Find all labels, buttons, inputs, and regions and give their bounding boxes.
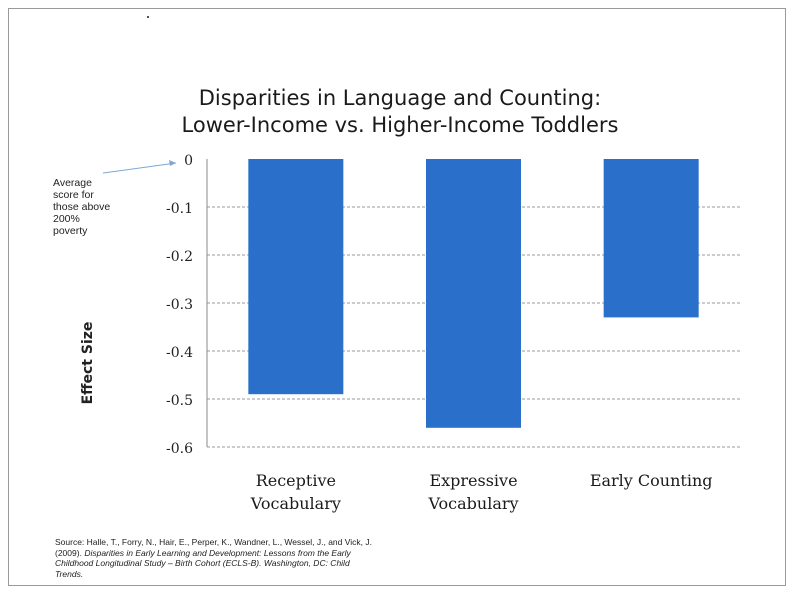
source-line-2-italic: Disparities in Early Learning and Develo… bbox=[84, 547, 351, 558]
annotation-line: those above bbox=[53, 201, 111, 213]
chart-title-line-1: Disparities in Language and Counting: bbox=[198, 86, 602, 110]
source-line-1: Source: Halle, T., Forry, N., Hair, E., … bbox=[55, 537, 372, 547]
annotation-line: Average bbox=[53, 177, 92, 189]
source-line-3-suffix: Washington, DC: Child bbox=[261, 558, 350, 568]
annotation-line: score for bbox=[53, 189, 94, 201]
annotation-text: Average score for those above 200% pover… bbox=[53, 177, 133, 237]
source-line-2: (2009). Disparities in Early Learning an… bbox=[55, 548, 485, 559]
x-tick-label: Vocabulary bbox=[427, 494, 518, 513]
bar bbox=[248, 159, 344, 395]
x-tick-label: Receptive bbox=[256, 471, 336, 490]
x-tick-label: Expressive bbox=[429, 471, 517, 490]
annotation-arrow-head bbox=[169, 160, 176, 166]
source-line-4-italic: Trends. bbox=[55, 568, 84, 579]
y-tick-label: 0 bbox=[184, 153, 193, 169]
y-axis-label: Effect Size bbox=[80, 321, 96, 405]
source-line-4: Trends. bbox=[55, 569, 485, 580]
source-citation: Source: Halle, T., Forry, N., Hair, E., … bbox=[55, 537, 485, 579]
annotation-line: poverty bbox=[53, 225, 88, 237]
x-tick-label: Vocabulary bbox=[250, 494, 341, 513]
source-line-2-prefix: (2009). bbox=[55, 547, 82, 558]
y-tick-label: -0.2 bbox=[166, 249, 193, 265]
bar bbox=[603, 159, 699, 318]
y-tick-label: -0.4 bbox=[166, 345, 193, 361]
annotation-line: 200% bbox=[53, 213, 80, 225]
annotation-arrow-line bbox=[102, 162, 177, 174]
y-tick-label: -0.6 bbox=[166, 441, 193, 457]
y-tick-label: -0.1 bbox=[166, 201, 193, 217]
source-line-3-italic: Childhood Longitudinal Study – Birth Coh… bbox=[55, 558, 262, 568]
y-tick-label: -0.3 bbox=[166, 297, 193, 313]
y-tick-label: -0.5 bbox=[166, 393, 193, 409]
scan-dot bbox=[147, 16, 149, 18]
x-tick-label: Early Counting bbox=[590, 471, 713, 490]
source-line-3: Childhood Longitudinal Study – Birth Coh… bbox=[55, 558, 485, 569]
chart-title-line-2: Lower-Income vs. Higher-Income Toddlers bbox=[181, 113, 619, 137]
bar bbox=[426, 159, 521, 428]
